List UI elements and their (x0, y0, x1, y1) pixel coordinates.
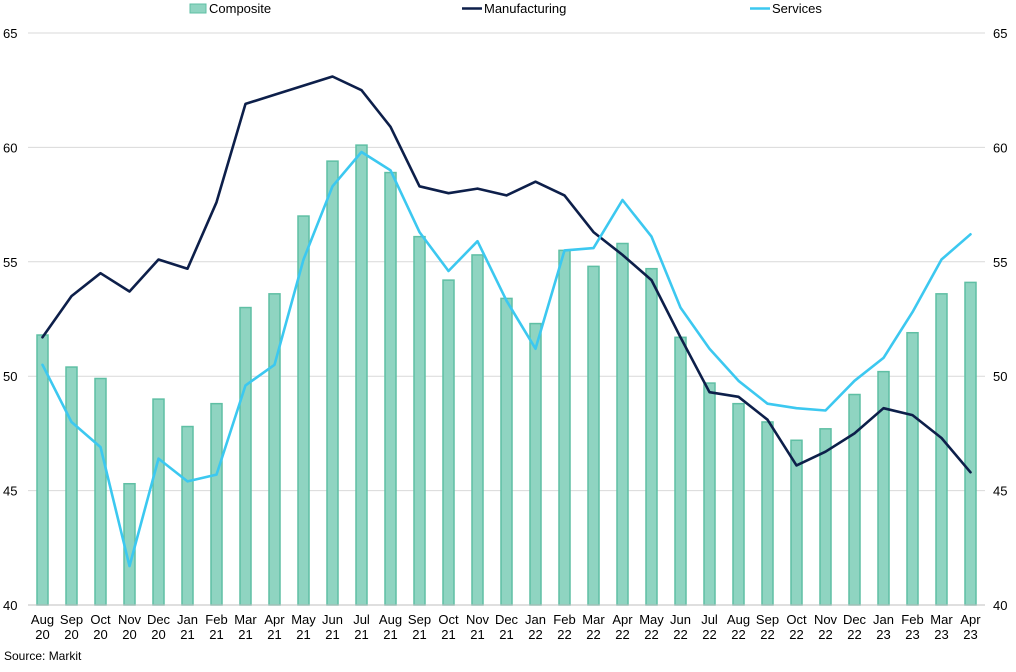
x-tick-14: Oct 21 (438, 612, 459, 642)
composite-bar-23 (703, 382, 716, 606)
x-tick-4: Dec 20 (147, 612, 171, 642)
composite-bar-30 (906, 331, 919, 606)
y-tick-left-50: 50 (3, 369, 17, 384)
x-tick-32: Apr 23 (960, 612, 981, 642)
y-tick-right-40: 40 (993, 598, 1007, 613)
legend-label-services: Services (772, 1, 822, 16)
x-tick-13: Sep 21 (408, 612, 431, 642)
composite-bar-15 (471, 254, 484, 606)
y-tick-right-55: 55 (993, 255, 1007, 270)
x-tick-28: Dec 22 (843, 612, 867, 642)
x-tick-17: Jan 22 (525, 612, 546, 642)
legend: Composite Manufacturing Services (189, 1, 822, 16)
composite-bar-12 (384, 171, 397, 606)
composite-bar-3 (123, 482, 136, 606)
x-tick-23: Jul 22 (701, 612, 718, 642)
y-tick-left-55: 55 (3, 255, 17, 270)
composite-bars (36, 144, 977, 606)
composite-bar-29 (877, 370, 890, 606)
x-tick-0: Aug 20 (31, 612, 54, 642)
legend-label-manufacturing: Manufacturing (484, 1, 566, 16)
composite-bar-17 (529, 322, 542, 606)
composite-bar-27 (819, 428, 832, 606)
composite-bar-7 (239, 306, 252, 606)
composite-bar-19 (587, 265, 600, 606)
x-tick-3: Nov 20 (118, 612, 142, 642)
composite-bar-4 (152, 398, 165, 606)
y-axis-right: 40 45 50 55 60 65 (993, 26, 1007, 613)
composite-bar-31 (935, 293, 948, 606)
composite-bar-28 (848, 393, 861, 606)
composite-bar-22 (674, 336, 687, 606)
x-tick-12: Aug 21 (379, 612, 402, 642)
x-tick-6: Feb 21 (205, 612, 227, 642)
composite-bar-14 (442, 279, 455, 606)
y-tick-right-65: 65 (993, 26, 1007, 41)
legend-swatch-composite (189, 3, 207, 14)
y-tick-right-50: 50 (993, 369, 1007, 384)
x-tick-19: Mar 22 (582, 612, 605, 642)
composite-bar-16 (500, 297, 513, 606)
manufacturing-line (41, 75, 972, 474)
composite-bar-24 (732, 402, 745, 606)
y-tick-right-45: 45 (993, 484, 1007, 499)
composite-bar-11 (355, 144, 368, 606)
x-tick-27: Nov 22 (814, 612, 838, 642)
y-tick-left-45: 45 (3, 484, 17, 499)
x-tick-11: Jul 21 (353, 612, 370, 642)
series-lines (41, 75, 972, 568)
x-tick-7: Mar 21 (234, 612, 257, 642)
x-tick-22: Jun 22 (670, 612, 691, 642)
y-tick-left-60: 60 (3, 140, 17, 155)
legend-label-composite: Composite (209, 1, 271, 16)
x-tick-25: Sep 22 (756, 612, 779, 642)
x-tick-8: Apr 21 (264, 612, 285, 642)
x-tick-5: Jan 21 (177, 612, 198, 642)
x-tick-29: Jan 23 (873, 612, 894, 642)
composite-bar-20 (616, 242, 629, 606)
x-tick-31: Mar 23 (930, 612, 953, 642)
composite-bar-5 (181, 425, 194, 606)
x-tick-26: Oct 22 (786, 612, 807, 642)
x-tick-16: Dec 21 (495, 612, 519, 642)
y-tick-left-65: 65 (3, 26, 17, 41)
composite-bar-8 (268, 293, 281, 606)
x-tick-15: Nov 21 (466, 612, 490, 642)
x-tick-10: Jun 21 (322, 612, 343, 642)
x-tick-21: May 22 (639, 612, 664, 642)
x-tick-9: May 21 (291, 612, 316, 642)
x-tick-30: Feb 23 (901, 612, 923, 642)
composite-bar-32 (964, 281, 977, 606)
composite-bar-18 (558, 249, 571, 606)
x-tick-20: Apr 22 (612, 612, 633, 642)
x-tick-18: Feb 22 (553, 612, 575, 642)
composite-bar-2 (94, 377, 107, 606)
x-tick-2: Oct 20 (90, 612, 111, 642)
composite-bar-25 (761, 421, 774, 606)
composite-bar-0 (36, 334, 49, 606)
services-line (41, 150, 972, 568)
y-tick-left-40: 40 (3, 598, 17, 613)
x-tick-1: Sep 20 (60, 612, 83, 642)
composite-bar-13 (413, 235, 426, 606)
y-axis-left: 40 45 50 55 60 65 (3, 26, 17, 613)
composite-bar-21 (645, 267, 658, 606)
source-note: Source: Markit (4, 649, 82, 663)
composite-bar-6 (210, 402, 223, 606)
composite-bar-1 (65, 366, 78, 606)
y-tick-right-60: 60 (993, 140, 1007, 155)
x-tick-24: Aug 22 (727, 612, 750, 642)
composite-bar-10 (326, 160, 339, 606)
